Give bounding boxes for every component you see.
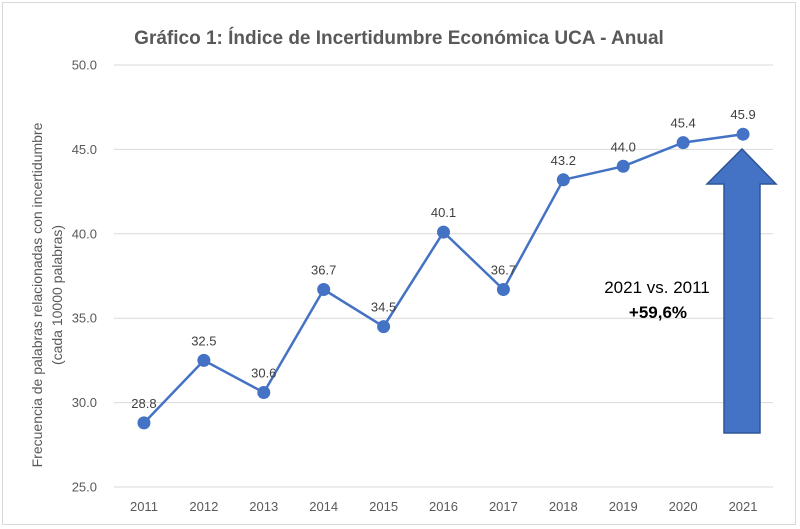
y-axis-label-line1: Frecuencia de palabras relacionadas con …	[29, 122, 45, 467]
data-label: 43.2	[551, 153, 576, 168]
y-axis-label-line2: (cada 10000 palabras)	[49, 225, 65, 365]
annotation-comparison: 2021 vs. 2011	[604, 278, 710, 297]
data-label: 44.0	[611, 139, 636, 154]
x-tick-label: 2011	[130, 499, 158, 514]
x-tick-label: 2017	[489, 499, 518, 514]
y-tick-label: 35.0	[72, 311, 97, 326]
x-axis-ticks: 2011 2012 2013 2014 2015 2016 2017 2018 2019 2020…	[130, 499, 758, 514]
y-tick-label: 45.0	[72, 142, 97, 157]
data-point	[137, 416, 151, 430]
data-point	[496, 283, 510, 297]
data-labels: 28.8 32.5 30.6 36.7 34.5 40.1 36.7 43.2 44.0 45.4…	[131, 107, 755, 411]
data-point	[437, 225, 450, 239]
annotation-percent-change: +59,6%	[629, 303, 687, 322]
data-point	[317, 283, 331, 297]
data-label: 45.4	[670, 116, 695, 131]
data-label: 30.6	[251, 365, 276, 380]
x-tick-label: 2018	[549, 499, 578, 514]
data-label: 34.5	[371, 300, 396, 315]
gridlines	[114, 64, 773, 488]
x-tick-label: 2015	[369, 499, 398, 514]
y-tick-label: 40.0	[72, 226, 97, 241]
data-label: 45.9	[730, 107, 755, 122]
data-point	[257, 385, 271, 399]
data-label: 28.8	[131, 396, 156, 411]
data-label: 36.7	[491, 263, 516, 278]
data-label: 40.1	[431, 205, 456, 220]
chart-title: Gráfico 1: Índice de Incertidumbre Econó…	[134, 27, 664, 49]
y-tick-label: 50.0	[72, 58, 97, 73]
data-label: 32.5	[191, 333, 216, 348]
data-points	[137, 127, 750, 430]
y-tick-label: 30.0	[72, 395, 97, 410]
x-tick-label: 2019	[609, 499, 638, 514]
x-tick-label: 2014	[309, 499, 338, 514]
data-point	[197, 353, 211, 367]
increase-arrow	[705, 147, 778, 434]
data-point	[676, 136, 690, 150]
x-tick-label: 2013	[249, 499, 278, 514]
data-point	[616, 159, 630, 173]
data-point	[377, 320, 391, 334]
x-tick-label: 2012	[189, 499, 218, 514]
data-point	[736, 127, 750, 141]
x-tick-label: 2020	[669, 499, 698, 514]
data-label: 36.7	[311, 263, 336, 278]
y-axis-ticks: 25.0 30.0 35.0 40.0 45.0 50.0	[72, 58, 97, 495]
x-tick-label: 2016	[429, 499, 458, 514]
x-tick-label: 2021	[729, 499, 758, 514]
y-tick-label: 25.0	[72, 480, 97, 495]
data-point	[556, 173, 570, 187]
